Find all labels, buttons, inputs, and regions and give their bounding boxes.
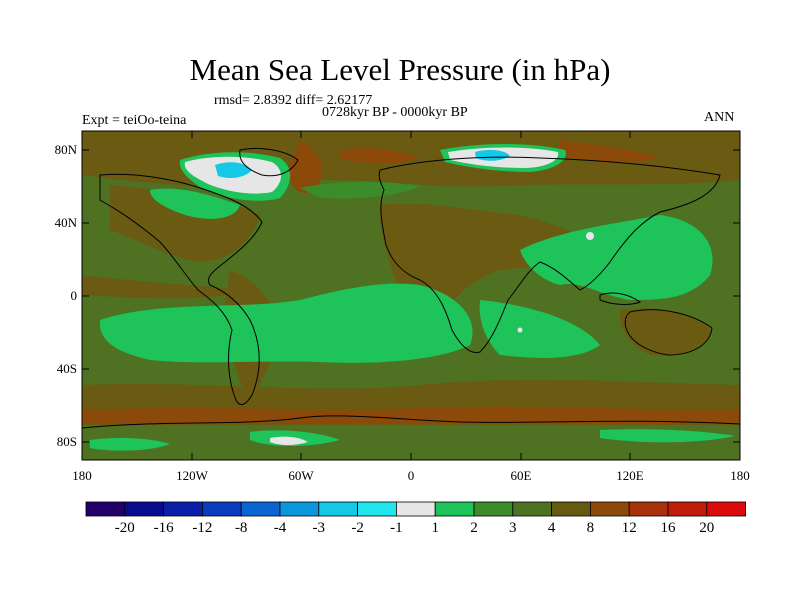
field-fennoscandia-cyan <box>475 149 510 161</box>
colorbar-label: -20 <box>114 520 135 536</box>
season-label: ANN <box>704 110 735 125</box>
field-southern-rust <box>82 406 740 424</box>
field-antarctic-white <box>270 436 308 445</box>
field-south-pacific-atlantic <box>99 283 473 363</box>
colorbar-box-10 <box>473 501 514 517</box>
lat-label-40n: 40N <box>54 215 77 230</box>
colorbar-label: 1 <box>431 520 439 536</box>
lon-label-120e: 120E <box>616 468 644 483</box>
colorbar-box-8 <box>395 501 436 517</box>
rmsd-diff-stats: rmsd= 2.8392 diff= 2.62177 <box>214 93 373 108</box>
colorbar-label: -1 <box>390 520 403 536</box>
colorbar-label: 20 <box>699 520 715 536</box>
coastline-greenland <box>239 147 299 177</box>
colorbar <box>85 501 746 517</box>
field-canada-green <box>150 188 240 219</box>
colorbar-box-13 <box>590 501 630 517</box>
colorbar-box-2 <box>163 501 203 517</box>
colorbar-box-6 <box>318 501 358 517</box>
colorbar-label: -3 <box>312 520 326 536</box>
field-indian-white <box>517 327 523 333</box>
colorbar-label: -8 <box>234 520 248 536</box>
colorbar-label: 3 <box>509 520 517 536</box>
colorbar-label: -16 <box>153 520 174 536</box>
lat-label-40s: 40S <box>56 361 77 376</box>
coastlines <box>82 147 740 429</box>
colorbar-box-12 <box>551 501 591 517</box>
colorbar-box-7 <box>357 501 397 517</box>
field-pacific-brown <box>82 275 240 299</box>
colorbar-box-15 <box>667 501 708 517</box>
colorbar-label: 4 <box>547 520 556 536</box>
field-north-atlantic <box>300 181 420 199</box>
colorbar-label: 16 <box>660 520 676 536</box>
colorbar-label: -12 <box>192 520 213 536</box>
colorbar-box-4 <box>240 501 281 517</box>
lat-label-80n: 80N <box>54 142 77 157</box>
period-label: 0728kyr BP - 0000kyr BP <box>322 105 468 120</box>
field-antarctic-green-3 <box>600 429 735 443</box>
coastline-indonesia <box>599 292 642 305</box>
lon-label-180w: 180 <box>72 468 92 483</box>
lon-ticks <box>191 131 631 460</box>
field-laurentide-cyan <box>215 162 252 178</box>
coastline-americas <box>99 173 263 406</box>
colorbar-label: 2 <box>470 520 478 536</box>
field-indian-ocean <box>479 300 600 358</box>
coastline-australia <box>624 309 713 356</box>
lat-ticks <box>82 149 740 443</box>
lat-label-eq: 0 <box>70 288 78 303</box>
colorbar-box-0 <box>85 501 126 517</box>
lon-label-120w: 120W <box>176 468 208 483</box>
colorbar-box-14 <box>628 501 669 517</box>
field-rust-scandinavia <box>340 147 420 164</box>
field-west-pacific <box>520 215 713 300</box>
coastline-eurasia-africa <box>378 156 721 354</box>
lon-label-0: 0 <box>407 468 415 483</box>
field-australia <box>619 308 712 356</box>
lon-label-180e: 180 <box>730 468 750 483</box>
field-tibet-white <box>586 232 594 240</box>
colorbar-label: -2 <box>351 520 364 536</box>
pressure-field <box>82 131 740 460</box>
colorbar-box-16 <box>706 501 746 517</box>
colorbar-label: -4 <box>273 520 287 536</box>
experiment-label: Expt = teiOo-teina <box>82 113 187 128</box>
coastline-antarctica <box>82 415 740 429</box>
lon-label-60w: 60W <box>288 468 314 483</box>
colorbar-box-11 <box>512 501 552 517</box>
colorbar-box-5 <box>279 501 320 517</box>
colorbar-box-3 <box>201 501 242 517</box>
field-rust-siberia <box>560 140 660 162</box>
lon-label-60e: 60E <box>510 468 532 483</box>
colorbar-label: 8 <box>586 520 595 536</box>
map-title: Mean Sea Level Pressure (in hPa) <box>189 52 611 87</box>
field-antarctic-green-1 <box>90 437 170 451</box>
colorbar-label: 12 <box>621 520 637 536</box>
lat-label-80s: 80S <box>56 434 77 449</box>
colorbar-box-9 <box>434 501 475 517</box>
colorbar-box-1 <box>124 501 165 517</box>
field-rust-atlantic <box>289 140 323 194</box>
